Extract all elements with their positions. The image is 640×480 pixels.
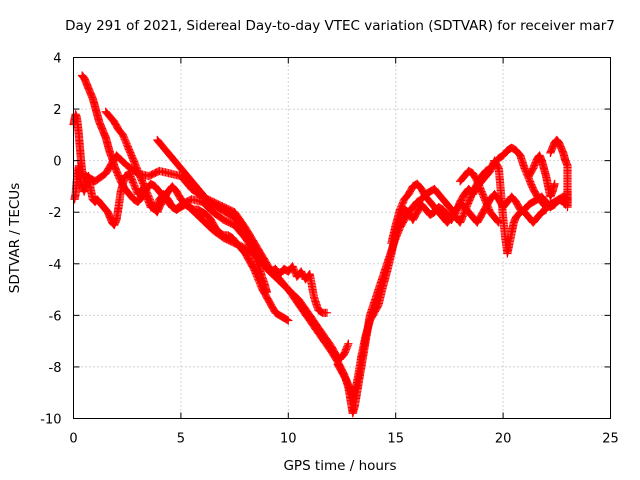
data-point xyxy=(540,206,550,215)
data-point xyxy=(550,179,559,188)
data-point xyxy=(344,380,353,389)
data-point xyxy=(531,158,540,167)
data-point xyxy=(138,177,147,187)
data-point xyxy=(284,316,293,325)
x-tick-label: 10 xyxy=(280,432,297,447)
y-tick-label: -2 xyxy=(49,206,62,221)
plot-frame xyxy=(73,57,611,419)
series-track-4 xyxy=(101,107,353,364)
x-tick-label: 0 xyxy=(69,432,77,447)
x-tick-label: 5 xyxy=(177,432,185,447)
series-track-9 xyxy=(524,151,559,201)
data-point xyxy=(563,187,572,196)
data-point xyxy=(142,188,151,197)
data-point xyxy=(526,177,535,186)
series-track-10 xyxy=(546,135,572,212)
y-tick-label: 0 xyxy=(53,155,61,170)
y-tick-label: -4 xyxy=(49,258,62,273)
data-point xyxy=(113,169,122,178)
data-point xyxy=(245,237,254,246)
y-tick-label: -10 xyxy=(40,413,61,428)
series-track-8 xyxy=(456,166,503,227)
x-axis-label: GPS time / hours xyxy=(283,458,396,474)
data-point xyxy=(262,288,271,297)
series-track-1 xyxy=(70,161,293,325)
data-point xyxy=(129,155,138,164)
data-point xyxy=(344,339,353,348)
y-tick-label: -6 xyxy=(49,309,62,324)
data-point xyxy=(494,218,503,227)
series-track-5 xyxy=(153,135,271,297)
data-point xyxy=(478,190,487,199)
data-point xyxy=(322,308,332,317)
series-track-7 xyxy=(387,179,551,248)
series-track-3 xyxy=(78,71,570,418)
y-tick-label: -8 xyxy=(49,361,62,376)
y-tick-label: 2 xyxy=(53,103,61,118)
x-tick-label: 25 xyxy=(602,432,619,447)
y-tick-label: 4 xyxy=(53,52,61,67)
series-track-6 xyxy=(333,156,572,402)
data-point xyxy=(129,179,138,188)
axis-ticks: 0 5 10 15 20 25 -10 -8 -6 -4 -2 0 2 4 xyxy=(40,52,619,447)
data-marks xyxy=(69,71,572,418)
chart-title: Day 291 of 2021, Sidereal Day-to-day VTE… xyxy=(65,18,615,34)
y-axis-label: SDTVAR / TECUs xyxy=(7,183,23,293)
data-point xyxy=(493,217,502,226)
x-tick-label: 20 xyxy=(495,432,512,447)
x-tick-label: 15 xyxy=(387,432,404,447)
data-point xyxy=(473,178,482,187)
data-point xyxy=(483,200,492,209)
data-point xyxy=(542,205,551,214)
